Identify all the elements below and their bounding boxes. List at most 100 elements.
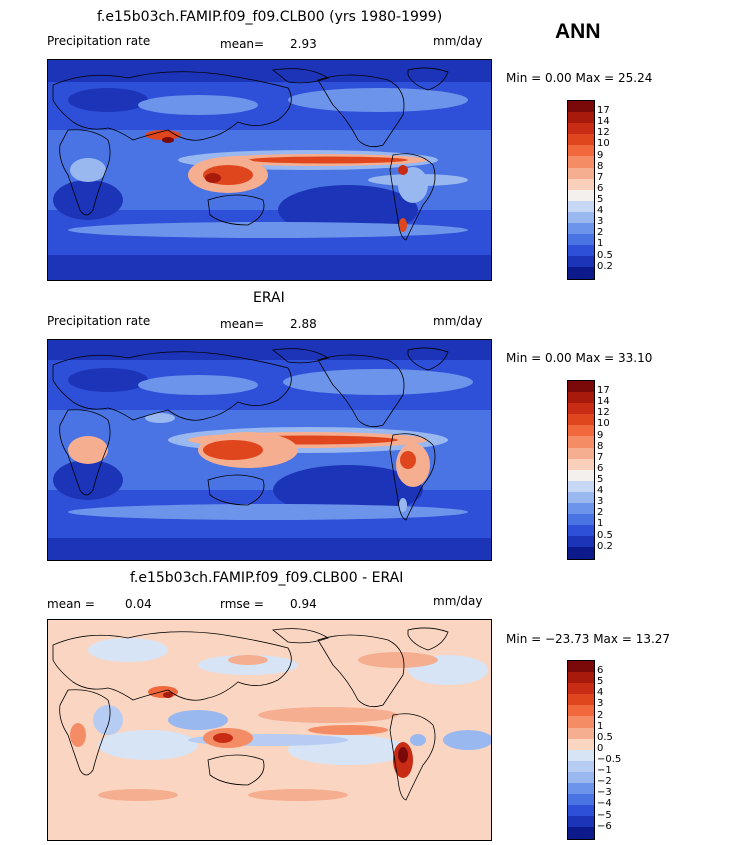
colorbar-tick: 5	[597, 194, 604, 205]
panel-1-colorbar-segment	[568, 101, 594, 113]
panel-2-colorbar-segment	[568, 503, 594, 515]
panel-2-variable: Precipitation rate	[47, 314, 151, 328]
panel-1-mean-value: 2.93	[290, 37, 317, 51]
colorbar-tick: −1	[597, 765, 612, 776]
colorbar-tick: 0.5	[597, 250, 613, 261]
panel-2-minmax: Min = 0.00 Max = 33.10	[506, 351, 653, 365]
panel-2-colorbar-segment	[568, 536, 594, 548]
panel-1-colorbar-segment	[568, 267, 594, 279]
colorbar-tick: 10	[597, 138, 610, 149]
panel-3-colorbar-segment	[568, 771, 594, 784]
panel-3-title: f.e15b03ch.FAMIP.f09_f09.CLB00 - ERAI	[130, 570, 404, 586]
panel-2-title: ERAI	[253, 290, 285, 306]
panel-3-colorbar-segment	[568, 661, 594, 673]
panel-1-colorbar	[567, 100, 595, 280]
panel-1-colorbar-segment	[568, 189, 594, 201]
panel-1-colorbar-segment	[568, 200, 594, 212]
colorbar-tick: 6	[597, 665, 604, 676]
panel-1-units: mm/day	[433, 34, 483, 48]
panel-3-colorbar-segment	[568, 672, 594, 684]
panel-3-colorbar-segment	[568, 760, 594, 772]
panel-3-colorbar	[567, 660, 595, 840]
colorbar-tick: 3	[597, 216, 604, 227]
colorbar-tick: 2	[597, 507, 604, 518]
panel-2-units: mm/day	[433, 314, 483, 328]
colorbar-tick: 0.5	[597, 530, 613, 541]
panel-3-mean-label: mean =	[47, 597, 95, 611]
panel-2-mean-value: 2.88	[290, 317, 317, 331]
colorbar-tick: 8	[597, 161, 604, 172]
panel-2-colorbar-segment	[568, 436, 594, 448]
colorbar-tick: 0.2	[597, 261, 613, 272]
panel-3-colorbar-segment	[568, 805, 594, 817]
colorbar-tick: 0.2	[597, 541, 613, 552]
colorbar-tick: −0.5	[597, 754, 622, 765]
panel-3-colorbar-segment	[568, 794, 594, 806]
panel-1-colorbar-segment	[568, 245, 594, 257]
panel-1-colorbar-segment	[568, 112, 594, 124]
colorbar-tick: 12	[597, 407, 610, 418]
panel-2-colorbar-segment	[568, 469, 594, 481]
panel-1-colorbar-segment	[568, 123, 594, 135]
colorbar-tick: 3	[597, 698, 604, 709]
panel-1-colorbar-segment	[568, 223, 594, 235]
colorbar-tick: 17	[597, 385, 610, 396]
colorbar-tick: 1	[597, 721, 604, 732]
panel-3-mean-value: 0.04	[125, 597, 152, 611]
panel-3-rmse-value: 0.94	[290, 597, 317, 611]
panel-2-colorbar-segment	[568, 458, 594, 470]
panel-2-colorbar-segment	[568, 525, 594, 537]
panel-2-colorbar-segment	[568, 480, 594, 492]
colorbar-tick: −6	[597, 821, 612, 832]
colorbar-tick: 10	[597, 418, 610, 429]
colorbar-tick: 0	[597, 743, 604, 754]
colorbar-tick: −5	[597, 810, 612, 821]
panel-1-colorbar-segment	[568, 178, 594, 190]
colorbar-tick: 1	[597, 238, 604, 249]
panel-2-colorbar-segment	[568, 491, 594, 504]
panel-3-colorbar-segment	[568, 727, 594, 739]
panel-2-colorbar-segment	[568, 447, 594, 459]
season-label: ANN	[555, 20, 601, 43]
panel-3-colorbar-segment	[568, 749, 594, 761]
colorbar-tick: 8	[597, 441, 604, 452]
panel-2-colorbar-segment	[568, 414, 594, 426]
panel-3-colorbar-segment	[568, 705, 594, 717]
colorbar-tick: 2	[597, 227, 604, 238]
panel-1-variable: Precipitation rate	[47, 34, 151, 48]
panel-2-colorbar-segment	[568, 547, 594, 559]
panel-2-mean-label: mean=	[220, 317, 265, 331]
colorbar-tick: 4	[597, 205, 604, 216]
panel-3-colorbar-segment	[568, 783, 594, 795]
colorbar-tick: 12	[597, 127, 610, 138]
colorbar-tick: 14	[597, 396, 610, 407]
panel-1-minmax: Min = 0.00 Max = 25.24	[506, 71, 653, 85]
panel-3-colorbar-segment	[568, 738, 594, 750]
panel-3-minmax: Min = −23.73 Max = 13.27	[506, 632, 671, 646]
panel-3-colorbar-segment	[568, 816, 594, 828]
colorbar-tick: 4	[597, 485, 604, 496]
colorbar-tick: −2	[597, 776, 612, 787]
panel-3-rmse-label: rmse =	[220, 597, 264, 611]
panel-3-map	[47, 619, 492, 841]
panel-1-colorbar-segment	[568, 167, 594, 179]
panel-1-colorbar-segment	[568, 134, 594, 146]
panel-1-colorbar-segment	[568, 256, 594, 268]
colorbar-tick: −4	[597, 798, 612, 809]
colorbar-tick: 17	[597, 105, 610, 116]
panel-2-colorbar-segment	[568, 403, 594, 415]
panel-1-colorbar-segment	[568, 156, 594, 168]
panel-1-map	[47, 59, 492, 281]
colorbar-tick: 14	[597, 116, 610, 127]
panel-3-colorbar-segment	[568, 694, 594, 706]
panel-3-colorbar-segment	[568, 716, 594, 728]
panel-1-colorbar-segment	[568, 211, 594, 224]
panel-1-colorbar-segment	[568, 145, 594, 157]
panel-2-colorbar-segment	[568, 514, 594, 526]
colorbar-tick: −3	[597, 787, 612, 798]
panel-1-mean-label: mean=	[220, 37, 265, 51]
colorbar-tick: 6	[597, 183, 604, 194]
panel-3-colorbar-segment	[568, 827, 594, 839]
panel-2-colorbar	[567, 380, 595, 560]
colorbar-tick: 7	[597, 452, 604, 463]
